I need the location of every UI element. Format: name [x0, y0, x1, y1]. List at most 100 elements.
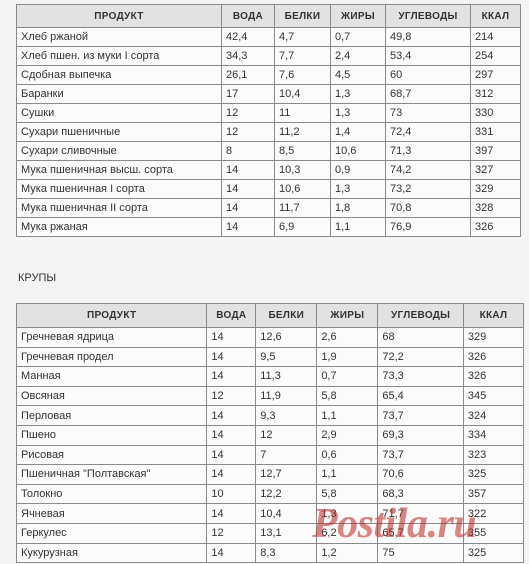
- cell-carbs: 73,2: [385, 179, 471, 199]
- cell-kcal: 330: [470, 103, 521, 123]
- cell-product: Рисовая: [15, 444, 208, 466]
- cell-protein: 10,6: [274, 179, 331, 199]
- cell-fat: 1,3: [330, 84, 386, 104]
- table-row: Сухари сливочные 8 8,5 10,6 71,3 397: [16, 141, 521, 161]
- cell-water: 12: [206, 385, 257, 407]
- cell-kcal: 331: [470, 122, 521, 142]
- cell-kcal: 334: [462, 424, 525, 446]
- cell-fat: 1,3: [330, 103, 386, 123]
- table-row: Кукурузная 14 8,3 1,2 75 325: [15, 542, 525, 564]
- cell-kcal: 325: [462, 464, 525, 485]
- cell-fat: 1,1: [316, 405, 379, 426]
- cell-carbs: 70,8: [385, 198, 471, 218]
- column-header-carbs: УГЛЕВОДЫ: [377, 303, 464, 328]
- cell-fat: 0,9: [330, 160, 386, 180]
- cell-carbs: 60: [385, 65, 471, 85]
- table-row: Толокно 10 12,2 5,8 68,3 357: [15, 483, 525, 505]
- table-row: Баранки 17 10,4 1,3 68,7 312: [16, 84, 521, 104]
- cell-fat: 0,7: [316, 366, 379, 387]
- cell-water: 14: [206, 542, 257, 564]
- cell-product: Кукурузная: [15, 542, 208, 564]
- cell-water: 14: [206, 464, 257, 485]
- cell-fat: 1,1: [316, 464, 379, 485]
- cell-protein: 7: [255, 444, 318, 466]
- cell-carbs: 76,9: [385, 217, 471, 237]
- cell-water: 14: [221, 179, 275, 199]
- cell-carbs: 73,3: [377, 366, 464, 387]
- column-header-water: ВОДА: [206, 303, 257, 328]
- cell-product: Овсяная: [15, 385, 208, 407]
- cell-kcal: 326: [470, 217, 521, 237]
- cell-carbs: 74,2: [385, 160, 471, 180]
- column-header-water: ВОДА: [221, 4, 275, 28]
- cell-fat: 2,9: [316, 424, 379, 446]
- table-row: Овсяная 12 11,9 5,8 65,4 345: [15, 385, 525, 407]
- cell-protein: 10,3: [274, 160, 331, 180]
- cell-product: Хлеб пшен. из муки I сорта: [16, 46, 222, 66]
- table-row: Мука пшеничная II сорта 14 11,7 1,8 70,8 328: [16, 198, 521, 218]
- cell-fat: 1,1: [330, 217, 386, 237]
- table-row: Мука ржаная 14 6,9 1,1 76,9 326: [16, 217, 521, 237]
- cell-kcal: 326: [462, 366, 525, 387]
- cell-product: Пшено: [15, 424, 208, 446]
- cereals-table-body: Гречневая ядрица 14 12,6 2,6 68 329 Гречневая …: [15, 327, 525, 564]
- cell-product: Геркулес: [15, 522, 208, 544]
- cell-product: Ячневая: [15, 503, 208, 524]
- cell-carbs: 71,3: [385, 141, 471, 161]
- cell-fat: 1,4: [330, 122, 386, 142]
- cell-water: 12: [221, 103, 275, 123]
- cell-fat: 1,2: [316, 542, 379, 564]
- cell-product: Мука пшеничная II сорта: [16, 198, 222, 218]
- cell-fat: 0,6: [316, 444, 379, 466]
- cell-fat: 10,6: [330, 141, 386, 161]
- table-row: Манная 14 11,3 0,7 73,3 326: [15, 366, 525, 387]
- cell-water: 26,1: [221, 65, 275, 85]
- cell-fat: 1,8: [330, 198, 386, 218]
- cell-kcal: 325: [462, 542, 525, 564]
- cell-product: Сухари сливочные: [16, 141, 222, 161]
- cell-protein: 4,7: [274, 27, 331, 47]
- cell-kcal: 328: [470, 198, 521, 218]
- column-header-product: ПРОДУКТ: [16, 4, 222, 28]
- cell-carbs: 49,8: [385, 27, 471, 47]
- table-row: Геркулес 12 13,1 6,2 65,7 355: [15, 522, 525, 544]
- cell-protein: 7,7: [274, 46, 331, 66]
- cell-kcal: 355: [462, 522, 525, 544]
- cell-water: 34,3: [221, 46, 275, 66]
- cell-kcal: 323: [462, 444, 525, 466]
- cell-carbs: 68: [377, 327, 464, 348]
- table-row: Гречневая продел 14 9,5 1,9 72,2 326: [15, 346, 525, 368]
- cell-protein: 8,3: [255, 542, 318, 564]
- cell-water: 12: [221, 122, 275, 142]
- cell-kcal: 357: [462, 483, 525, 505]
- cell-kcal: 326: [462, 346, 525, 368]
- column-header-fat: ЖИРЫ: [316, 303, 379, 328]
- cell-fat: 1,9: [316, 346, 379, 368]
- cell-product: Баранки: [16, 84, 222, 104]
- cell-kcal: 345: [462, 385, 525, 407]
- table-row: Мука пшеничная I сорта 14 10,6 1,3 73,2 329: [16, 179, 521, 199]
- cell-water: 14: [221, 198, 275, 218]
- column-header-fat: ЖИРЫ: [330, 4, 386, 28]
- cell-protein: 12,6: [255, 327, 318, 348]
- cell-kcal: 324: [462, 405, 525, 426]
- cell-carbs: 68,7: [385, 84, 471, 104]
- cell-product: Толокно: [15, 483, 208, 505]
- column-header-protein: БЕЛКИ: [274, 4, 331, 28]
- cell-fat: 4,5: [330, 65, 386, 85]
- column-header-protein: БЕЛКИ: [255, 303, 318, 328]
- cell-fat: 5,8: [316, 385, 379, 407]
- cell-product: Сдобная выпечка: [16, 65, 222, 85]
- cell-carbs: 53,4: [385, 46, 471, 66]
- cell-carbs: 73: [385, 103, 471, 123]
- cell-protein: 9,5: [255, 346, 318, 368]
- column-header-carbs: УГЛЕВОДЫ: [385, 4, 471, 28]
- cell-carbs: 75: [377, 542, 464, 564]
- cell-product: Сухари пшеничные: [16, 122, 222, 142]
- table-row: Пшено 14 12 2,9 69,3 334: [15, 424, 525, 446]
- table-row: Ячневая 14 10,4 1,3 71,7 322: [15, 503, 525, 524]
- cell-fat: 1,3: [316, 503, 379, 524]
- cell-water: 14: [206, 444, 257, 466]
- column-header-kcal: ККАЛ: [462, 303, 525, 328]
- cell-kcal: 312: [470, 84, 521, 104]
